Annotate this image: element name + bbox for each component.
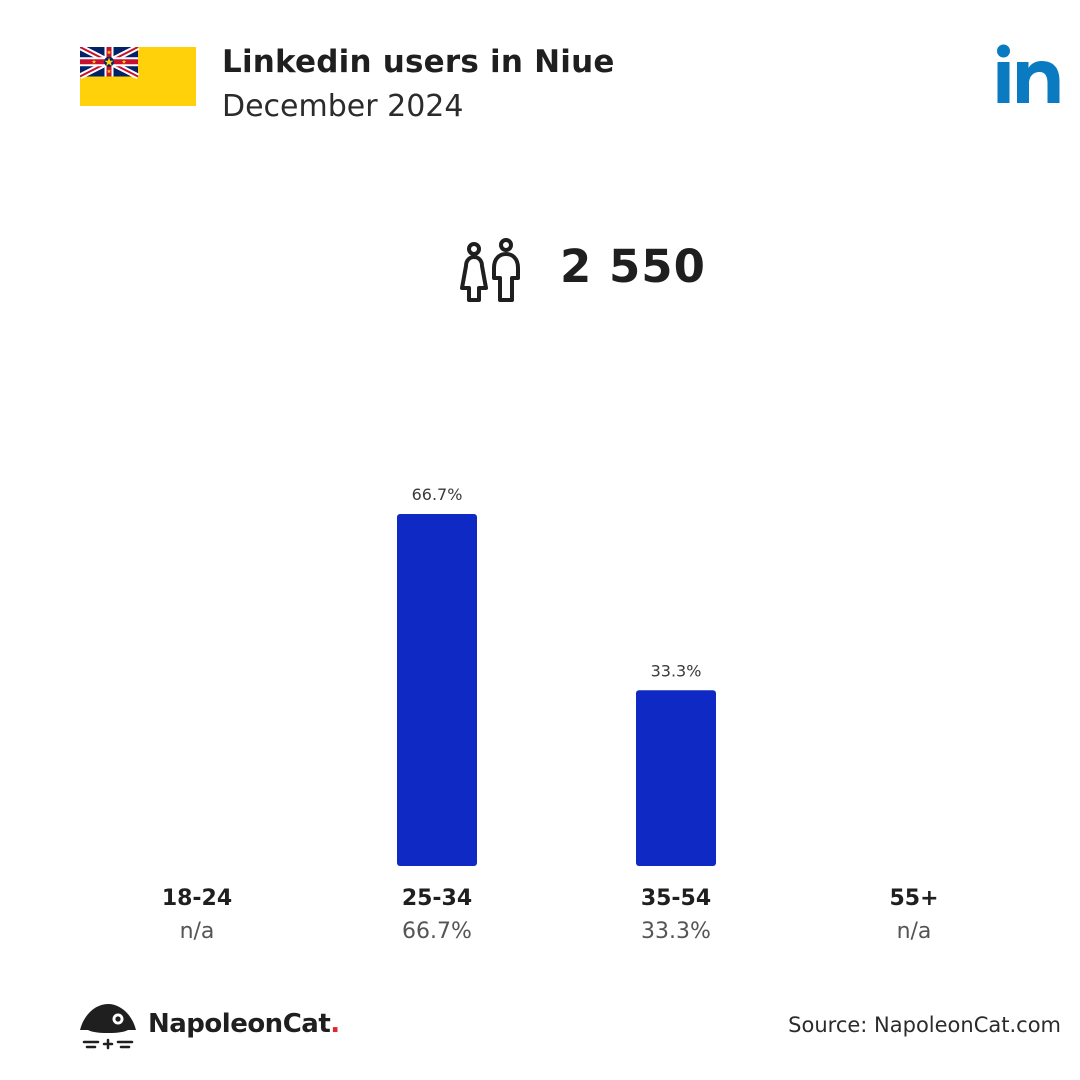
- age-distribution-chart: 18-24 n/a 66.7% 25-34 66.7% 33.3% 35-54 33.3% 55…: [162, 485, 939, 944]
- category-label: 55+: [889, 886, 938, 911]
- category-sublabel: 66.7%: [402, 919, 472, 944]
- brand-name: NapoleonCat.: [148, 1009, 340, 1039]
- brand-text: NapoleonCat: [148, 1009, 331, 1039]
- category-label: 35-54: [641, 886, 711, 911]
- total-users-value: 2 550: [560, 240, 706, 293]
- page-title: Linkedin users in Niue: [222, 44, 615, 80]
- category-sublabel: n/a: [897, 919, 932, 944]
- category-label: 18-24: [162, 886, 232, 911]
- linkedin-logo-icon: [997, 44, 1060, 103]
- page-subtitle: December 2024: [222, 89, 464, 124]
- napoleoncat-logo-icon: [80, 1004, 136, 1050]
- bar-25-34: [397, 514, 477, 866]
- people-icon: [460, 238, 520, 302]
- niue-flag-icon: [80, 47, 196, 106]
- source-text: Source: NapoleonCat.com: [788, 1013, 1061, 1037]
- bar-value-label: 66.7%: [412, 485, 463, 504]
- category-label: 25-34: [402, 886, 472, 911]
- bar-value-label: 33.3%: [651, 661, 702, 680]
- brand-dot: .: [330, 1009, 340, 1039]
- category-sublabel: n/a: [180, 919, 215, 944]
- bar-35-54: [636, 690, 716, 866]
- category-sublabel: 33.3%: [641, 919, 711, 944]
